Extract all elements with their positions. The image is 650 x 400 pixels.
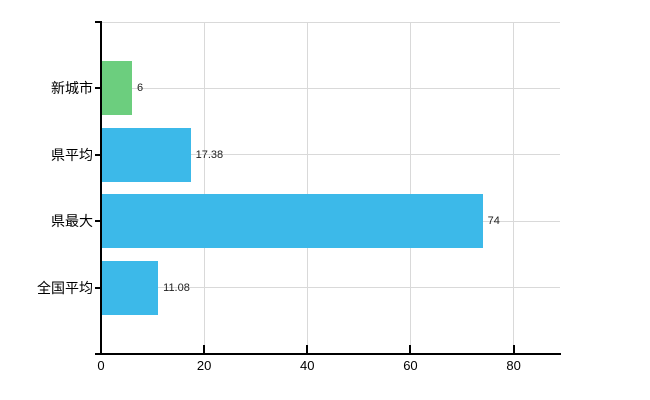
x-axis-tick — [409, 345, 412, 353]
x-tick-label: 40 — [300, 358, 315, 373]
row-gridline — [101, 154, 560, 156]
bar — [101, 127, 191, 182]
category-label: 新城市 — [51, 80, 93, 97]
category-label: 県最大 — [51, 213, 93, 230]
vertical-gridline — [203, 22, 205, 354]
row-gridline — [101, 287, 560, 289]
vertical-gridline — [409, 22, 411, 354]
bar-value-label: 74 — [487, 215, 500, 228]
x-tick-label: 80 — [506, 358, 521, 373]
x-tick-label: 60 — [403, 358, 418, 373]
x-axis-tick — [306, 345, 309, 353]
row-gridline — [101, 87, 560, 89]
vertical-gridline — [306, 22, 308, 354]
y-axis-tick — [95, 153, 101, 156]
bar — [101, 260, 159, 315]
y-axis-line — [100, 21, 102, 355]
y-axis-tick — [95, 21, 101, 23]
bar-value-label: 17.38 — [195, 148, 224, 161]
plot-top-border — [101, 22, 560, 23]
category-label: 県平均 — [51, 146, 93, 163]
x-axis-line — [95, 353, 561, 355]
bar-value-label: 6 — [136, 82, 144, 95]
category-label: 全国平均 — [37, 279, 93, 296]
y-axis-tick — [95, 87, 101, 90]
x-tick-label: 20 — [196, 358, 212, 373]
x-axis-tick — [203, 345, 206, 353]
vertical-gridline — [513, 22, 515, 354]
y-axis-tick — [95, 286, 101, 289]
bar — [101, 194, 483, 249]
x-tick-label: 0 — [97, 358, 105, 373]
y-axis-tick — [95, 220, 101, 223]
bar-value-label: 11.08 — [163, 281, 190, 294]
bar — [101, 61, 132, 116]
x-axis-tick — [512, 345, 515, 353]
